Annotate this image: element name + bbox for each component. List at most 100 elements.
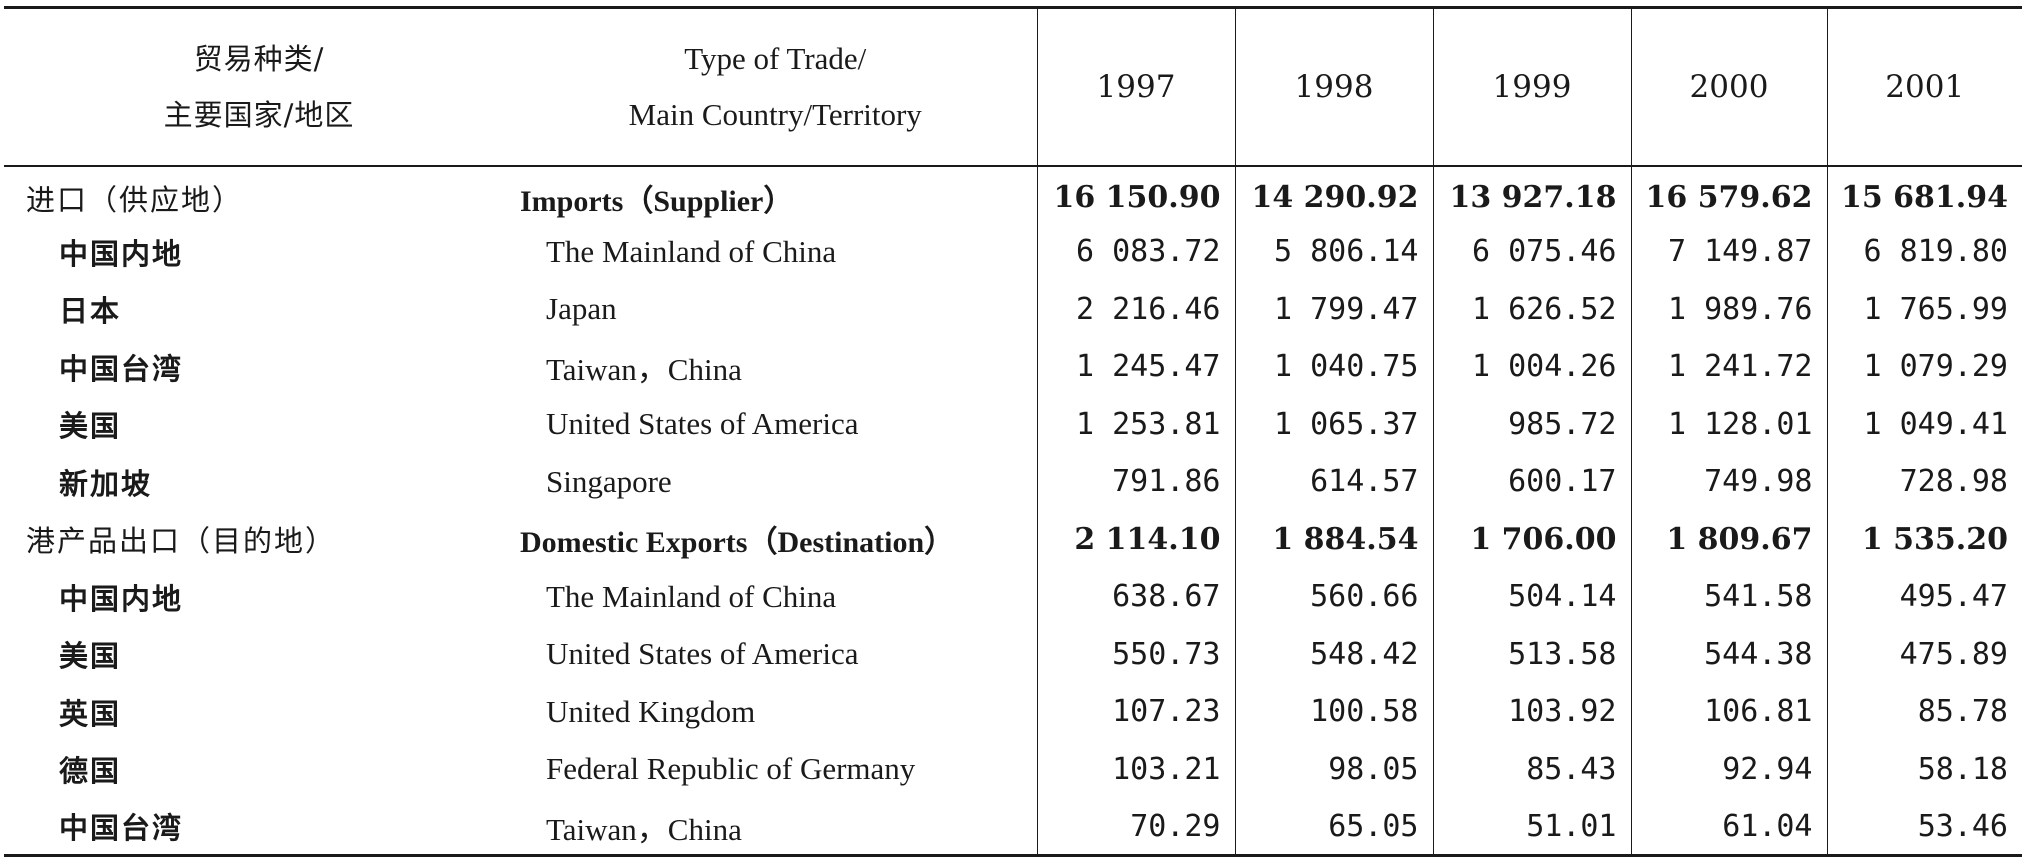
header-year-2000: 2000 [1630,7,1827,166]
cell-1997: 1 245.47 [1036,338,1235,396]
cell-2001: 728.98 [1826,453,2022,511]
cell-2001: 85.78 [1826,683,2022,741]
row-label-zh: 美国 [59,639,122,674]
cell-1999: 600.17 [1432,453,1631,511]
row-label-zh: 德国 [59,754,122,789]
table-row: 中国台湾 Taiwan，China 1 245.47 1 040.75 1 00… [4,338,2022,396]
header-en-line1: Type of Trade/ [684,40,867,76]
row-label-en: Singapore [546,463,672,499]
row-label-zh: 进口（供应地） [26,182,244,217]
cell-1997: 103.21 [1036,740,1235,798]
row-label-zh: 中国内地 [59,236,184,271]
row-label-en: United States of America [546,636,859,672]
table-row-exports-total: 港产品出口（目的地） Domestic Exports（Destination）… [4,510,2022,568]
header-zh-line1: 贸易种类/ [193,41,325,76]
cell-2000: 1 989.76 [1630,280,1827,338]
cell-2000: 749.98 [1630,453,1827,511]
header-year-1999: 1999 [1432,7,1631,166]
row-label-zh: 港产品出口（目的地） [26,524,337,559]
cell-1998: 65.05 [1234,798,1433,856]
header-type-en: Type of Trade/ Main Country/Territory [514,8,1037,166]
cell-2000: 106.81 [1630,683,1827,741]
cell-1998: 1 799.47 [1234,280,1433,338]
row-label-en: Federal Republic of Germany [546,751,916,787]
cell-2001: 6 819.80 [1826,223,2022,281]
cell-2001: 15 681.94 [1826,165,2022,223]
row-label-zh: 日本 [59,294,122,329]
row-label-en: Japan [546,291,617,327]
cell-2000: 92.94 [1630,740,1827,798]
cell-1997: 16 150.90 [1036,165,1235,223]
cell-1997: 2 114.10 [1036,510,1235,568]
table-row: 美国 United States of America 1 253.81 1 0… [4,395,2022,453]
table-row: 英国 United Kingdom 107.23 100.58 103.92 1… [4,683,2022,741]
row-label-zh: 中国台湾 [59,351,184,386]
cell-1997: 2 216.46 [1036,280,1235,338]
cell-1999: 1 626.52 [1432,280,1631,338]
table-row: 日本 Japan 2 216.46 1 799.47 1 626.52 1 98… [4,280,2022,338]
cell-1997: 1 253.81 [1036,395,1235,453]
header-year-2001: 2001 [1826,7,2022,166]
row-label-en: Imports（Supplier） [520,184,794,218]
cell-1999: 1 706.00 [1432,510,1631,568]
header-year-1998: 1998 [1234,7,1433,166]
trade-table: 贸易种类/ 主要国家/地区 Type of Trade/ Main Countr… [4,6,2022,857]
row-label-zh: 中国台湾 [59,811,184,845]
cell-2000: 7 149.87 [1630,223,1827,281]
row-label-zh: 英国 [59,696,122,731]
cell-1997: 791.86 [1036,453,1235,511]
cell-1999: 13 927.18 [1432,165,1631,223]
cell-2000: 544.38 [1630,625,1827,683]
cell-2000: 1 241.72 [1630,338,1827,396]
table-row: 美国 United States of America 550.73 548.4… [4,625,2022,683]
cell-2001: 475.89 [1826,625,2022,683]
cell-1999: 985.72 [1432,395,1631,453]
cell-2001: 1 079.29 [1826,338,2022,396]
table-row: 中国内地 The Mainland of China 638.67 560.66… [4,568,2022,626]
cell-1999: 85.43 [1432,740,1631,798]
cell-1998: 14 290.92 [1234,165,1433,223]
row-label-en: Taiwan，China [546,811,742,847]
cell-1999: 51.01 [1432,798,1631,856]
cell-1999: 1 004.26 [1432,338,1631,396]
cell-1998: 1 065.37 [1234,395,1433,453]
table-row: 中国内地 The Mainland of China 6 083.72 5 80… [4,223,2022,281]
cell-1999: 6 075.46 [1432,223,1631,281]
table-row: 新加坡 Singapore 791.86 614.57 600.17 749.9… [4,453,2022,511]
cell-2001: 53.46 [1826,798,2022,856]
cell-1998: 548.42 [1234,625,1433,683]
row-label-zh: 美国 [59,409,122,444]
header-en-line2: Main Country/Territory [628,96,922,132]
cell-1999: 513.58 [1432,625,1631,683]
cell-2000: 61.04 [1630,798,1827,856]
cell-2001: 1 049.41 [1826,395,2022,453]
row-label-en: Taiwan，China [546,352,742,388]
cell-1998: 5 806.14 [1234,223,1433,281]
header-zh-line2: 主要国家/地区 [163,97,355,132]
row-label-en: United Kingdom [546,693,756,729]
cell-1997: 6 083.72 [1036,223,1235,281]
cell-1997: 550.73 [1036,625,1235,683]
cell-2001: 495.47 [1826,568,2022,626]
row-label-en: United States of America [546,406,859,442]
cell-1998: 560.66 [1234,568,1433,626]
cell-2000: 16 579.62 [1630,165,1827,223]
cell-1998: 98.05 [1234,740,1433,798]
table-row: 德国 Federal Republic of Germany 103.21 98… [4,740,2022,798]
cell-1997: 107.23 [1036,683,1235,741]
row-label-zh: 中国内地 [59,581,184,616]
cell-2000: 1 809.67 [1630,510,1827,568]
cell-1997: 70.29 [1036,798,1235,856]
row-label-en: The Mainland of China [546,233,837,269]
table-row: 中国台湾 Taiwan，China 70.29 65.05 51.01 61.0… [4,798,2022,856]
table-header-row: 贸易种类/ 主要国家/地区 Type of Trade/ Main Countr… [4,7,2022,166]
cell-1998: 1 040.75 [1234,338,1433,396]
cell-2001: 1 765.99 [1826,280,2022,338]
cell-1999: 504.14 [1432,568,1631,626]
row-label-en: Domestic Exports（Destination） [520,526,955,560]
cell-1999: 103.92 [1432,683,1631,741]
cell-2000: 1 128.01 [1630,395,1827,453]
cell-2001: 1 535.20 [1826,510,2022,568]
row-label-en: The Mainland of China [546,578,837,614]
